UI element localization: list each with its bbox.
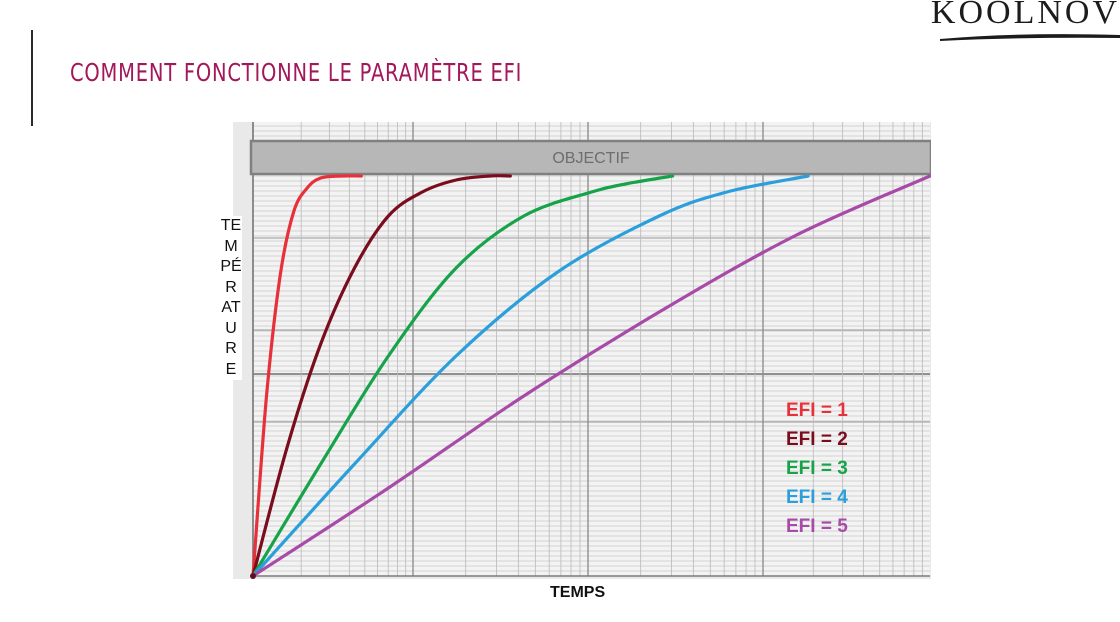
plot-area xyxy=(253,122,930,576)
chart-legend: EFI = 1 EFI = 2 EFI = 3 EFI = 4 EFI = 5 xyxy=(786,396,848,541)
y-axis-label: TEMPÉRATURE xyxy=(220,216,242,380)
x-axis-label: TEMPS xyxy=(550,584,606,601)
legend-item-efi-4: EFI = 4 xyxy=(786,487,848,508)
series-line-efi-4 xyxy=(251,174,810,578)
objective-label: OBJECTIF xyxy=(552,150,630,167)
series-line-efi-5 xyxy=(251,174,931,578)
legend-item-efi-1: EFI = 1 xyxy=(786,400,848,421)
efi-line-chart: OBJECTIF xyxy=(233,122,931,579)
series-line-efi-1 xyxy=(251,174,363,578)
series-line-efi-2 xyxy=(251,174,512,578)
logo-swoosh-icon xyxy=(940,34,1120,41)
title-divider-bar xyxy=(31,30,33,126)
legend-item-efi-5: EFI = 5 xyxy=(786,516,848,537)
company-logo: KOOLNOV xyxy=(930,0,1120,31)
legend-item-efi-3: EFI = 3 xyxy=(786,458,848,479)
slide-title: COMMENT FONCTIONNE LE PARAMÈTRE EFI xyxy=(70,58,523,87)
origin-point xyxy=(250,573,256,579)
series-line-efi-3 xyxy=(251,174,675,578)
legend-item-efi-2: EFI = 2 xyxy=(786,429,848,450)
objective-band xyxy=(249,139,931,176)
